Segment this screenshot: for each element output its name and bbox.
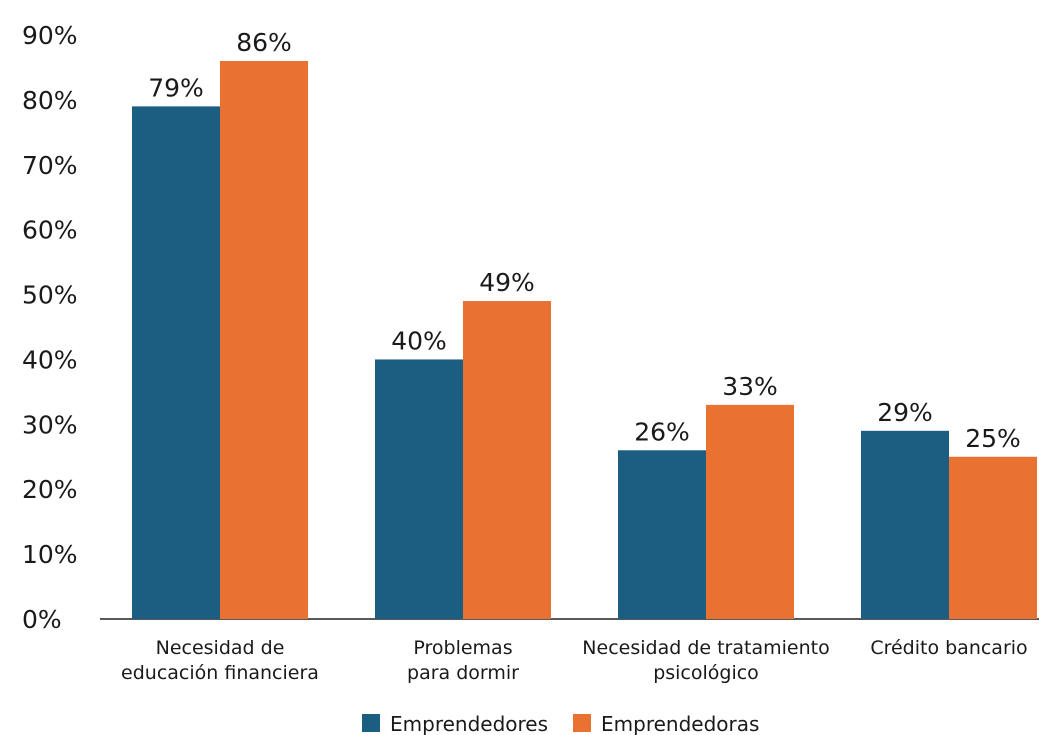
- data-label: 40%: [391, 326, 447, 355]
- data-labels: 79% 40% 26% 29% 86% 49% 33% 25%: [148, 28, 1021, 453]
- data-label: 26%: [634, 417, 690, 446]
- category-label: Necesidad de tratamiento: [582, 637, 829, 659]
- category-label: para dormir: [407, 662, 519, 684]
- category-label: Crédito bancario: [870, 637, 1027, 659]
- y-tick-label: 50%: [22, 281, 78, 310]
- y-tick-label: 30%: [22, 410, 78, 439]
- y-axis: 0% 10% 20% 30% 40% 50% 60% 70% 80% 90%: [22, 21, 78, 634]
- data-label: 25%: [965, 424, 1021, 453]
- bar-emprendedoras-0: [220, 60, 308, 619]
- bar-emprendedores-0: [132, 106, 220, 619]
- bar-emprendedores-2: [618, 450, 706, 619]
- bar-emprendedoras-1: [463, 301, 551, 619]
- data-label: 49%: [479, 268, 535, 297]
- y-tick-label: 10%: [22, 540, 78, 569]
- category-label: Necesidad de: [156, 637, 285, 659]
- category-label: educación financiera: [121, 662, 319, 684]
- legend-swatch-emprendedores: [362, 714, 380, 732]
- y-tick-label: 20%: [22, 475, 78, 504]
- bar-emprendedores-1: [375, 359, 463, 619]
- y-tick-label: 70%: [22, 151, 78, 180]
- legend-swatch-emprendedoras: [573, 714, 591, 732]
- bar-emprendedores-3: [861, 430, 949, 619]
- bar-emprendedoras-2: [706, 404, 794, 619]
- bar-emprendedoras-3: [949, 456, 1037, 619]
- legend: Emprendedores Emprendedoras: [362, 712, 759, 735]
- legend-label: Emprendedoras: [601, 712, 759, 735]
- y-tick-label: 60%: [22, 216, 78, 245]
- category-labels: Necesidad de educación financiera Problema…: [121, 637, 1028, 684]
- category-label: Problemas: [413, 637, 512, 659]
- category-label: psicológico: [653, 662, 759, 684]
- y-tick-label: 40%: [22, 345, 78, 374]
- data-label: 29%: [877, 398, 933, 427]
- y-tick-label: 90%: [22, 21, 78, 50]
- data-label: 86%: [236, 28, 292, 57]
- legend-label: Emprendedores: [390, 712, 548, 735]
- data-label: 79%: [148, 73, 204, 102]
- y-tick-label: 0%: [22, 605, 62, 634]
- y-tick-label: 80%: [22, 86, 78, 115]
- data-label: 33%: [722, 372, 778, 401]
- bars: [132, 60, 1037, 619]
